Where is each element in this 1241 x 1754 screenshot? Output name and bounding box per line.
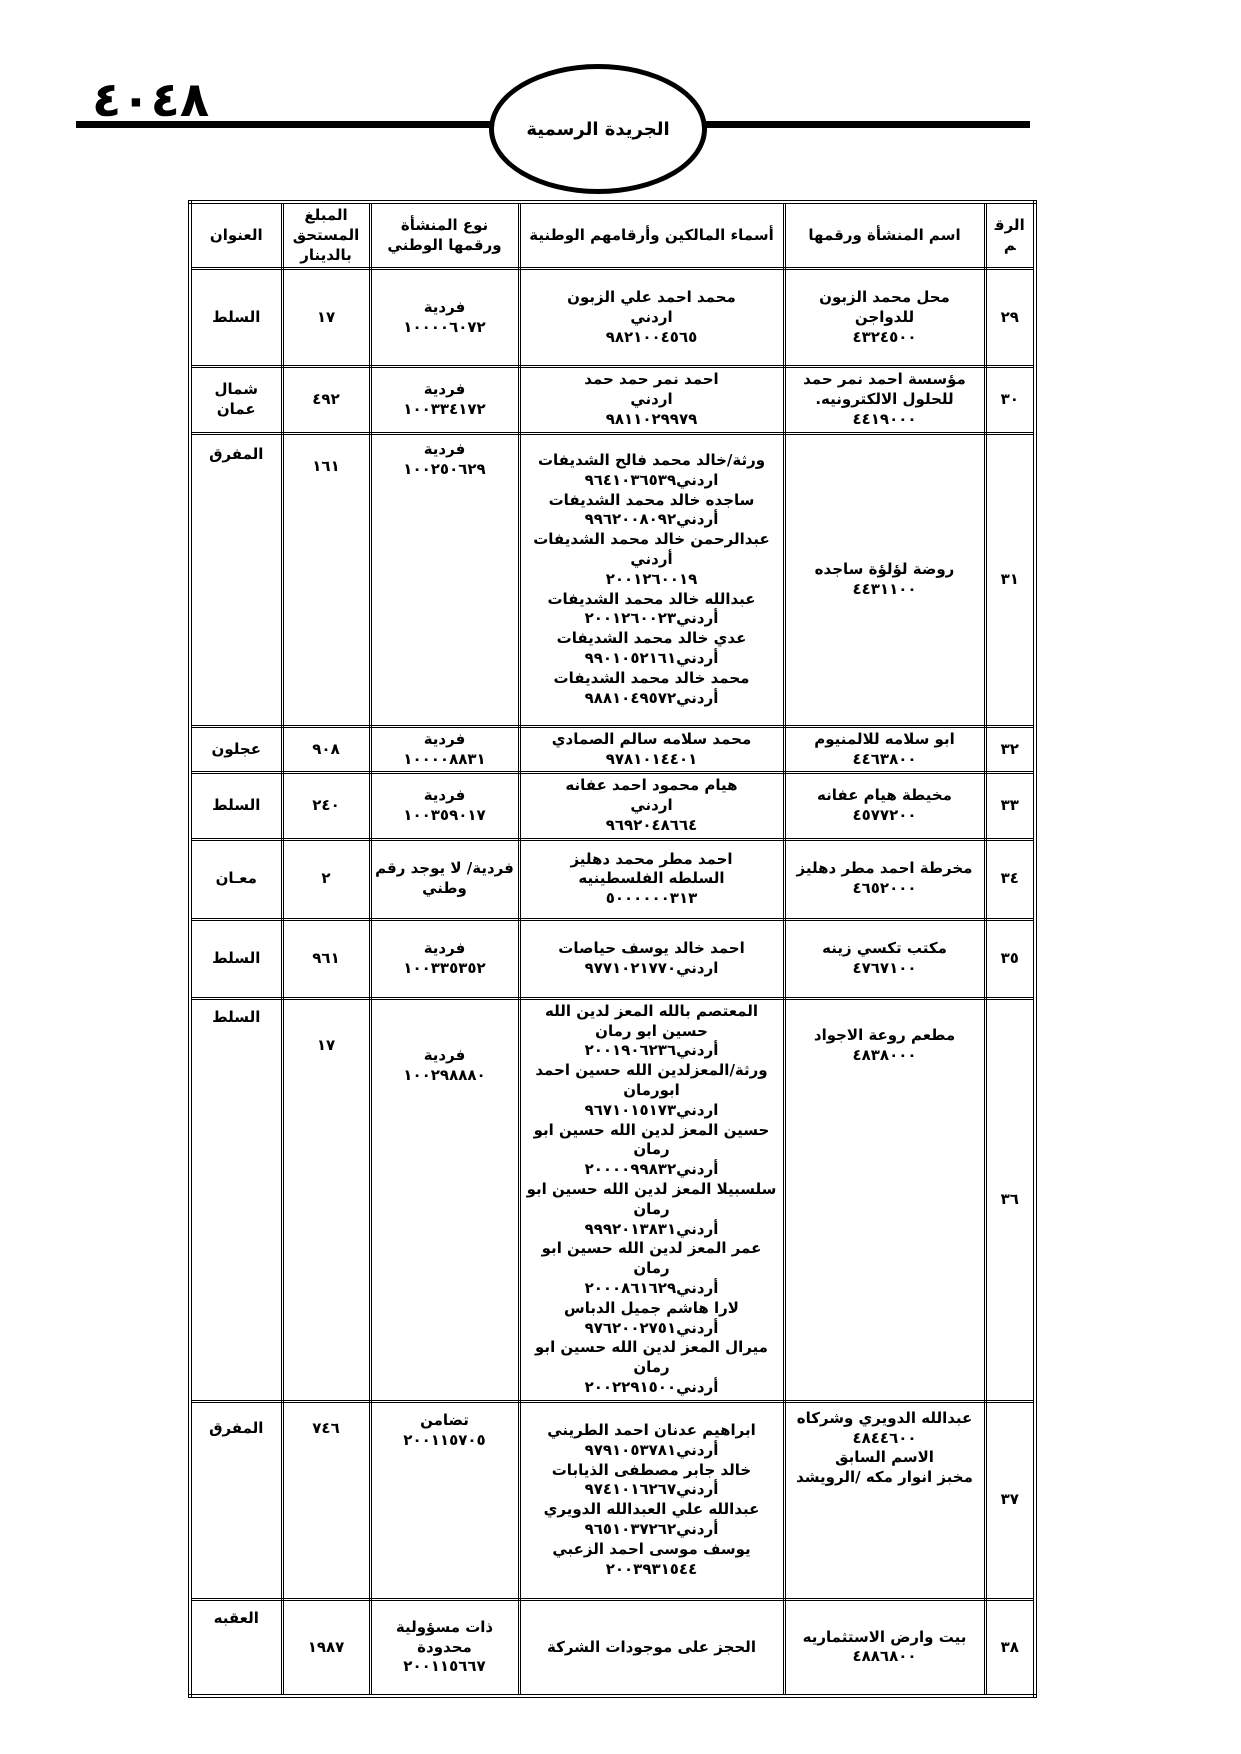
- address-cell: شمال عمان: [188, 365, 284, 435]
- table-row: ٣٣ مخيطة هيام عفانه ٤٥٧٧٢٠٠ هيام محمود احم…: [188, 771, 1037, 841]
- row-number-cell: ٣٠: [983, 365, 1037, 435]
- establishment-name-cell: روضة لؤلؤة ساجده ٤٤٣١١٠٠: [782, 431, 987, 728]
- establishment-name-cell: مكتب تكسي زينه ٤٧٦٧١٠٠: [782, 917, 987, 1000]
- row-number-cell: ٣٥: [983, 917, 1037, 1000]
- amount-cell: ٧٤٦: [280, 1399, 372, 1601]
- header-owners: أسماء المالكين وأرقامهم الوطنية: [517, 200, 786, 271]
- row-number-cell: ٣١: [983, 431, 1037, 728]
- address-cell: السلط: [188, 917, 284, 1000]
- establishments-table: الرقم اسم المنشأة ورقمها أسماء المالكين …: [188, 200, 1037, 1699]
- gazette-banner-title: الجريدة الرسمية: [526, 118, 670, 140]
- owners-cell: ورثة/خالد محمد فالح الشديفات اردني٩٦٤١٠٣…: [517, 431, 786, 728]
- owners-cell: محمد احمد علي الزبون اردني ٩٨٢١٠٠٤٥٦٥: [517, 267, 786, 369]
- establishment-name-cell: عبدالله الدويري وشركاه ٤٨٤٤٦٠٠ الاسم الس…: [782, 1399, 987, 1601]
- header-type: نوع المنشأة ورقمها الوطني: [368, 200, 521, 271]
- address-cell: السلط: [188, 771, 284, 841]
- address-cell: معـان: [188, 837, 284, 921]
- owners-cell: احمد مطر محمد دهليز السلطه الفلسطينيه ٥٠…: [517, 837, 786, 921]
- address-cell: السلط: [188, 996, 284, 1403]
- amount-cell: ١٩٨٧: [280, 1597, 372, 1698]
- header-establishment-name: اسم المنشأة ورقمها: [782, 200, 987, 271]
- table-row: ٣٦ مطعم روعة الاجواد ٤٨٣٨٠٠٠ المعتصم بالله…: [188, 996, 1037, 1403]
- amount-cell: ٢٤٠: [280, 771, 372, 841]
- establishment-type-cell: فردية ١٠٠٣٣٤١٧٢: [368, 365, 521, 435]
- establishment-name-cell: محل محمد الزبون للدواجن ٤٣٢٤٥٠٠: [782, 267, 987, 369]
- establishment-name-cell: مؤسسة احمد نمر حمد للحلول الالكترونيه. ٤…: [782, 365, 987, 435]
- amount-cell: ٩٠٨: [280, 724, 372, 775]
- owners-cell: محمد سلامه سالم الصمادي ٩٧٨١٠١٤٤٠١: [517, 724, 786, 775]
- row-number-cell: ٢٩: [983, 267, 1037, 369]
- owners-cell: احمد نمر حمد حمد اردني ٩٨١١٠٢٩٩٧٩: [517, 365, 786, 435]
- address-cell: السلط: [188, 267, 284, 369]
- amount-cell: ١٦١: [280, 431, 372, 728]
- owners-cell: ابراهيم عدنان احمد الطريني أردني٩٧٩١٠٥٣٧…: [517, 1399, 786, 1601]
- address-cell: عجلون: [188, 724, 284, 775]
- establishment-name-cell: بيت وارض الاستثماريه ٤٨٨٦٨٠٠: [782, 1597, 987, 1698]
- table-body: ٢٩ محل محمد الزبون للدواجن ٤٣٢٤٥٠٠ محمد اح…: [188, 267, 1037, 1698]
- owners-cell: المعتصم بالله المعز لدين الله حسين ابو ر…: [517, 996, 786, 1403]
- establishment-name-cell: مخيطة هيام عفانه ٤٥٧٧٢٠٠: [782, 771, 987, 841]
- amount-cell: ٩٦١: [280, 917, 372, 1000]
- address-cell: المفرق: [188, 1399, 284, 1601]
- amount-cell: ٤٩٢: [280, 365, 372, 435]
- row-number-cell: ٣٤: [983, 837, 1037, 921]
- amount-cell: ٢: [280, 837, 372, 921]
- establishment-name-cell: مخرطة احمد مطر دهليز ٤٦٥٢٠٠٠: [782, 837, 987, 921]
- establishment-type-cell: فردية ١٠٠٠٠٦٠٧٢: [368, 267, 521, 369]
- table-row: ٣٠ مؤسسة احمد نمر حمد للحلول الالكترونيه.…: [188, 365, 1037, 435]
- table-header-row: الرقم اسم المنشأة ورقمها أسماء المالكين …: [188, 200, 1037, 271]
- header-amount: المبلغ المستحق بالدينار: [280, 200, 372, 271]
- amount-cell: ١٧: [280, 996, 372, 1403]
- establishment-type-cell: ذات مسؤولية محدودة ٢٠٠١١٥٦٦٧: [368, 1597, 521, 1698]
- amount-cell: ١٧: [280, 267, 372, 369]
- table-row: ٣٧ عبدالله الدويري وشركاه ٤٨٤٤٦٠٠ الاسم ا…: [188, 1399, 1037, 1601]
- row-number-cell: ٣٨: [983, 1597, 1037, 1698]
- owners-cell: هيام محمود احمد عفانه اردني ٩٦٩٢٠٤٨٦٦٤: [517, 771, 786, 841]
- table-row: ٣٢ ابو سلامه للالمنيوم ٤٤٦٣٨٠٠ محمد سلامه …: [188, 724, 1037, 775]
- owners-cell: الحجز على موجودات الشركة: [517, 1597, 786, 1698]
- establishment-type-cell: فردية ١٠٠٠٠٨٨٣١: [368, 724, 521, 775]
- table-row: ٣٥ مكتب تكسي زينه ٤٧٦٧١٠٠ احمد خالد يوسف ح…: [188, 917, 1037, 1000]
- table-row: ٣٨ بيت وارض الاستثماريه ٤٨٨٦٨٠٠ الحجز على …: [188, 1597, 1037, 1698]
- establishment-name-cell: ابو سلامه للالمنيوم ٤٤٦٣٨٠٠: [782, 724, 987, 775]
- establishment-type-cell: فردية ١٠٠٣٣٥٣٥٢: [368, 917, 521, 1000]
- header-address: العنوان: [188, 200, 284, 271]
- establishment-type-cell: فردية/ لا يوجد رقم وطني: [368, 837, 521, 921]
- address-cell: العقبه: [188, 1597, 284, 1698]
- establishment-type-cell: فردية ١٠٠٢٥٠٦٢٩: [368, 431, 521, 728]
- table-row: ٣٤ مخرطة احمد مطر دهليز ٤٦٥٢٠٠٠ احمد مطر م…: [188, 837, 1037, 921]
- gazette-banner-ellipse: الجريدة الرسمية: [489, 64, 707, 194]
- table-row: ٣١ روضة لؤلؤة ساجده ٤٤٣١١٠٠ ورثة/خالد محمد…: [188, 431, 1037, 728]
- establishment-type-cell: فردية ١٠٠٣٥٩٠١٧: [368, 771, 521, 841]
- row-number-cell: ٣٦: [983, 996, 1037, 1403]
- table-row: ٢٩ محل محمد الزبون للدواجن ٤٣٢٤٥٠٠ محمد اح…: [188, 267, 1037, 369]
- table-wrapper: الرقم اسم المنشأة ورقمها أسماء المالكين …: [188, 200, 1037, 1699]
- establishment-type-cell: تضامن ٢٠٠١١٥٧٠٥: [368, 1399, 521, 1601]
- row-number-cell: ٣٢: [983, 724, 1037, 775]
- owners-cell: احمد خالد يوسف حياصات اردني٩٧٧١٠٢١٧٧٠: [517, 917, 786, 1000]
- row-number-cell: ٣٧: [983, 1399, 1037, 1601]
- establishment-name-cell: مطعم روعة الاجواد ٤٨٣٨٠٠٠: [782, 996, 987, 1403]
- row-number-cell: ٣٣: [983, 771, 1037, 841]
- establishment-type-cell: فردية ١٠٠٢٩٨٨٨٠: [368, 996, 521, 1403]
- header-number: الرقم: [983, 200, 1037, 271]
- page-header: ٤٠٤٨ الجريدة الرسمية: [0, 0, 1241, 200]
- address-cell: المفرق: [188, 431, 284, 728]
- page-number: ٤٠٤٨: [92, 72, 210, 128]
